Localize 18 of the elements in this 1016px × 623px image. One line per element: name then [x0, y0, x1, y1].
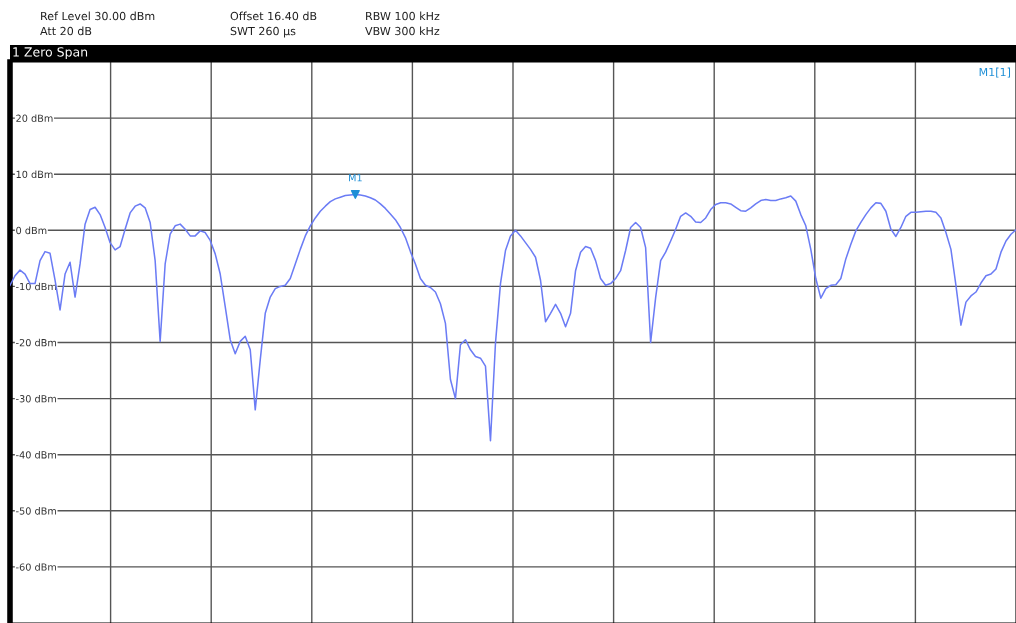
y-tick-label: -60 dBm [16, 563, 57, 571]
y-tick-label: 20 dBm [16, 114, 53, 122]
y-tick-label: -20 dBm [16, 338, 57, 347]
text: VBW 300 kHz [365, 26, 440, 36]
text: Offset 16.40 dB [230, 11, 317, 21]
y-tick-label: -30 dBm [16, 394, 57, 403]
text: SWT 260 µs [230, 26, 296, 38]
y-tick-label: 0 dBm [16, 226, 47, 235]
text: Ref Level 30.00 dBm [41, 11, 155, 21]
y-tick-label: -10 dBm [16, 282, 57, 291]
text: Att 20 dB [40, 26, 92, 36]
y-tick-label: -40 dBm [16, 451, 57, 459]
y-tick-label: -50 dBm [16, 507, 57, 515]
series-label: M1 [349, 174, 362, 182]
chart-title: 1 Zero Span [13, 47, 88, 60]
annotation: M1[1] [979, 67, 1011, 78]
text: RBW 100 kHz [366, 11, 440, 21]
y-tick-label: 10 dBm [16, 170, 53, 179]
